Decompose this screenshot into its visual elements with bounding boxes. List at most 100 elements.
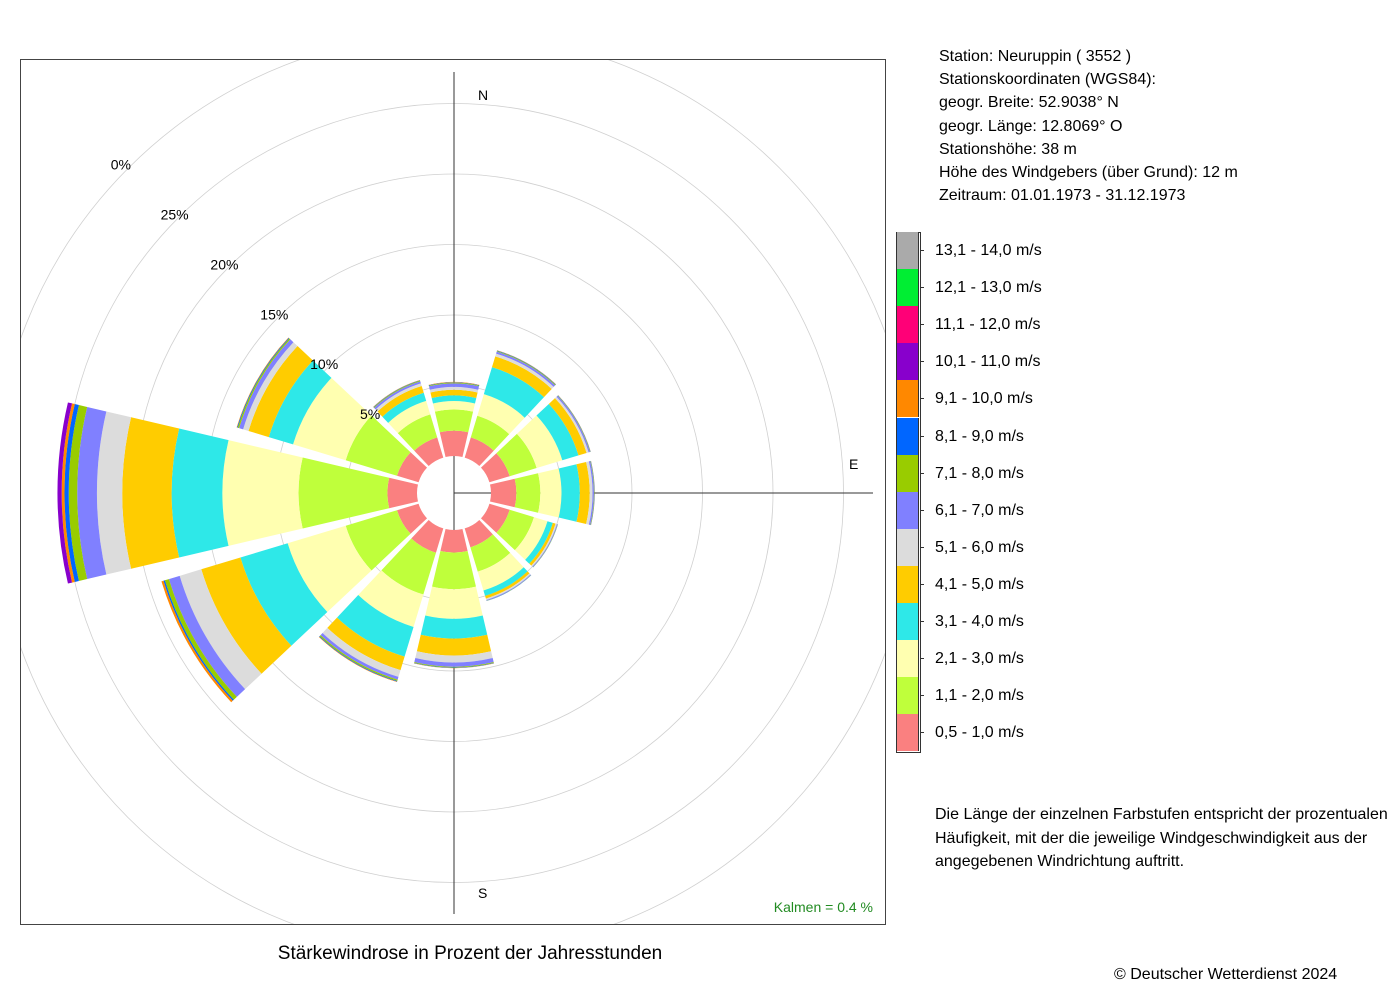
legend-item: 4,1 - 5,0 m/s [896,565,1096,603]
legend-tick [920,546,924,548]
legend-tick [920,472,924,474]
rose-segment [483,367,544,418]
legend-item: 1,1 - 2,0 m/s [896,677,1096,715]
legend-swatch [896,528,919,566]
rose-segment [414,437,444,467]
rose-segment [430,389,478,398]
rose-segment [477,394,525,435]
compass-label-east: E [849,456,858,472]
rose-segment [514,517,548,560]
rose-segment [480,503,510,533]
legend-swatch [896,417,919,455]
time-period: Zeitraum: 01.01.1973 - 31.12.1973 [939,187,1186,205]
rose-segment [336,595,414,657]
rose-segment [531,523,557,567]
legend-tick [920,621,924,622]
rose-segment [464,519,493,548]
legend-item: 9,1 - 10,0 m/s [896,380,1096,418]
legend-swatch [896,491,919,529]
legend-tick [920,398,924,400]
legend-swatch [896,306,919,344]
rose-segment [345,510,411,571]
rose-segment [586,461,593,525]
rose-segment [536,403,579,461]
legend-label: 12,1 - 13,0 m/s [935,279,1042,297]
legend-label: 3,1 - 4,0 m/s [935,613,1024,630]
rose-segment [240,543,328,646]
legend-tick [920,324,924,326]
legend-label: 10,1 - 11,0 m/s [935,353,1041,371]
rose-segment [490,478,517,508]
station-elevation: Stationshöhe: 38 m [939,140,1077,158]
legend-label: 1,1 - 2,0 m/s [935,687,1024,705]
legend-tick [920,583,924,585]
rose-segment [239,339,294,430]
radial-tick-label: 20% [210,256,238,272]
legend-label: 7,1 - 8,0 m/s [935,464,1024,482]
rose-segment [358,570,424,627]
radial-tick-label: 0% [111,157,131,173]
legend-label: 11,1 - 12,0 m/s [935,316,1041,334]
rose-segment [576,462,590,524]
rose-segment [496,351,556,387]
legend-tick [920,658,924,660]
wind-rose-plot-area: 5% 10% 15% 20% 25% 0% N E S Kalmen = 0.4 % [20,59,886,925]
rose-segment [414,658,494,667]
rose-segment [57,402,73,584]
rose-segment [61,403,75,583]
legend-swatch [896,640,919,678]
rose-segment [495,353,554,389]
rose-segment [222,440,303,546]
rose-segment [388,400,431,434]
legend-swatch [896,343,919,381]
station-latitude: geogr. Breite: 52.9038° N [939,94,1119,112]
radial-tick-label: 5% [360,406,380,422]
station-info: Station: Neuruppin ( 3552 ) Stationskoor… [939,45,1238,207]
rose-segment [514,473,541,513]
legend-label: 8,1 - 9,0 m/s [935,427,1024,445]
rose-segment [485,573,531,600]
legend-swatch [896,454,919,492]
rose-segment [480,453,510,483]
legend-item: 0,5 - 1,0 m/s [896,714,1096,752]
legend-tick [920,250,924,251]
rose-segment [374,381,421,410]
station-longitude: geogr. Länge: 12.8069° O [939,117,1123,135]
rose-segment [491,356,552,398]
rose-segment [496,509,534,551]
rose-segment [434,409,474,433]
legend-label: 9,1 - 10,0 m/s [935,390,1033,408]
legend-item: 12,1 - 13,0 m/s [896,269,1096,307]
explanation-line: Die Länge der einzelnen Farbstufen entsp… [935,806,1388,823]
legend-label: 6,1 - 7,0 m/s [935,501,1024,519]
rose-segment [387,477,418,509]
radial-tick-label: 15% [260,306,288,322]
rose-segment [96,411,132,575]
rose-segment [432,550,476,590]
rose-segment [381,538,436,595]
rose-segment [171,428,229,558]
legend-tick [920,695,924,697]
legend-label: 0,5 - 1,0 m/s [935,724,1024,742]
legend-item: 8,1 - 9,0 m/s [896,417,1096,455]
rose-segment [538,468,562,518]
radial-tick-label: 10% [310,356,338,372]
legend-item: 11,1 - 12,0 m/s [896,306,1096,344]
rose-segment [287,525,372,612]
rose-segment [375,383,422,412]
station-coordinates-heading: Stationskoordinaten (WGS84): [939,71,1156,89]
rose-segment [428,382,480,387]
rose-segment [298,457,390,529]
rose-segment [248,346,313,438]
legend-swatch [896,603,919,640]
rose-segment [439,430,469,457]
rose-segment [420,615,488,639]
copyright: © Deutscher Wetterdienst 2024 [1114,966,1338,983]
rose-segment [415,651,493,663]
rose-segment [440,529,468,553]
calm-percentage: Kalmen = 0.4 % [773,899,873,915]
rose-segment [293,377,372,461]
legend-item: 5,1 - 6,0 m/s [896,528,1096,566]
rose-segment [179,569,262,690]
rose-segment [432,401,476,412]
